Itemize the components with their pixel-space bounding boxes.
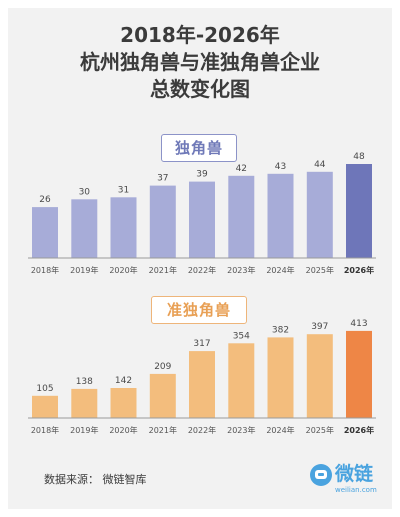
unicorn-bar-chart: 26 2018年 30 2019年 31 2020年 37 2021年 39 2022年 42 202… — [28, 152, 376, 275]
quasi-unicorn-bar-chart: 105 2018年 138 2019年 142 2020年 209 2021年 317 2022年… — [28, 319, 376, 435]
unicorn-value-label-7: 44 — [314, 160, 326, 170]
unicorn-bar-3 — [149, 185, 176, 258]
logo-name: 微链 — [335, 463, 374, 485]
quasi-unicorn-bar-2 — [110, 388, 137, 418]
quasi-unicorn-category-label-3: 2021年 — [149, 425, 177, 435]
data-source: 数据来源： 微链智库 — [44, 473, 147, 486]
unicorn-value-label-5: 42 — [236, 164, 247, 174]
quasi-unicorn-value-label-3: 209 — [154, 362, 171, 372]
quasi-unicorn-category-label-6: 2024年 — [266, 425, 294, 435]
quasi-unicorn-bar-1 — [71, 388, 98, 418]
unicorn-bar-4 — [189, 181, 215, 258]
quasi-unicorn-category-label-5: 2023年 — [227, 425, 255, 435]
unicorn-bar-6 — [267, 173, 294, 258]
unicorn-category-label-6: 2024年 — [266, 265, 294, 275]
unicorn-value-label-3: 37 — [157, 174, 168, 184]
quasi-unicorn-value-label-4: 317 — [193, 339, 210, 349]
unicorn-value-label-8: 48 — [353, 152, 365, 162]
quasi-unicorn-category-label-2: 2020年 — [109, 425, 137, 435]
unicorn-value-label-0: 26 — [39, 195, 51, 205]
quasi-unicorn-bar-8 — [346, 330, 372, 418]
page-title: 2018年-2026年 杭州独角兽与准独角兽企业 总数变化图 — [0, 22, 400, 103]
unicorn-bar-2 — [110, 197, 137, 258]
unicorn-bar-5 — [228, 175, 255, 258]
unicorn-bar-7 — [306, 171, 333, 258]
quasi-unicorn-value-label-0: 105 — [36, 384, 53, 394]
quasi-unicorn-category-label-7: 2025年 — [306, 425, 334, 435]
title-line-3: 总数变化图 — [150, 77, 250, 101]
unicorn-value-label-1: 30 — [79, 187, 91, 197]
title-line-1: 2018年-2026年 — [120, 23, 280, 47]
quasi-unicorn-value-label-7: 397 — [311, 322, 328, 332]
unicorn-value-label-6: 43 — [275, 162, 286, 172]
unicorn-bar-1 — [71, 199, 98, 258]
quasi-unicorn-value-label-1: 138 — [76, 377, 93, 387]
quasi-unicorn-bar-7 — [306, 334, 333, 418]
quasi-unicorn-category-label-1: 2019年 — [70, 425, 98, 435]
quasi-unicorn-category-label-4: 2022年 — [188, 425, 216, 435]
unicorn-value-label-4: 39 — [196, 170, 208, 180]
quasi-unicorn-bar-3 — [149, 373, 176, 418]
quasi-unicorn-value-label-8: 413 — [350, 319, 367, 329]
quasi-unicorn-bar-5 — [228, 343, 255, 418]
logo-url: weilian.com — [335, 486, 377, 494]
quasi-unicorn-value-label-2: 142 — [115, 376, 132, 386]
quasi-unicorn-value-label-6: 382 — [272, 325, 289, 335]
weilian-logo: 微链 weilian.com — [310, 460, 380, 498]
unicorn-category-label-8: 2026年 — [344, 265, 374, 275]
quasi-unicorn-value-label-5: 354 — [233, 331, 250, 341]
unicorn-category-label-2: 2020年 — [109, 265, 137, 275]
unicorn-category-label-1: 2019年 — [70, 265, 98, 275]
unicorn-category-label-3: 2021年 — [149, 265, 177, 275]
unicorn-category-label-4: 2022年 — [188, 265, 216, 275]
unicorn-bar-8 — [346, 164, 372, 258]
unicorn-category-label-0: 2018年 — [31, 265, 59, 275]
chart-1-title: 独角兽 — [161, 134, 237, 162]
unicorn-bar-0 — [32, 207, 58, 258]
quasi-unicorn-bar-0 — [32, 395, 58, 418]
unicorn-category-label-7: 2025年 — [306, 265, 334, 275]
quasi-unicorn-bar-4 — [189, 351, 215, 418]
robot-icon — [310, 464, 332, 486]
unicorn-value-label-2: 31 — [118, 185, 129, 195]
chart-2-title: 准独角兽 — [151, 296, 247, 324]
quasi-unicorn-category-label-8: 2026年 — [344, 425, 374, 435]
quasi-unicorn-bar-6 — [267, 337, 294, 418]
quasi-unicorn-category-label-0: 2018年 — [31, 425, 59, 435]
title-line-2: 杭州独角兽与准独角兽企业 — [80, 50, 320, 74]
unicorn-category-label-5: 2023年 — [227, 265, 255, 275]
